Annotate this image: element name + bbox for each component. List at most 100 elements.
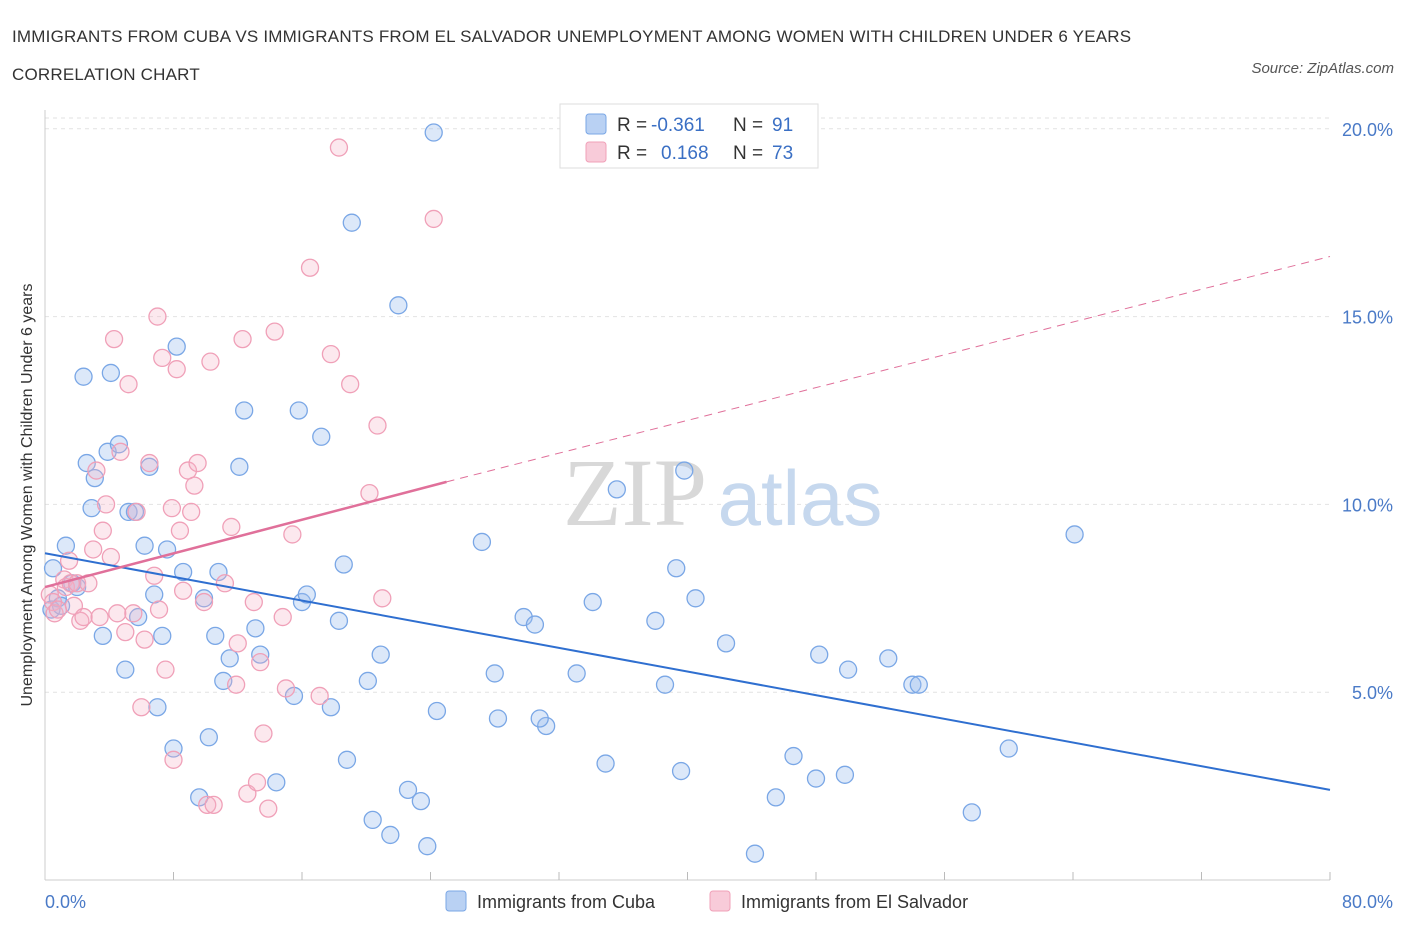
point-salvador bbox=[135, 630, 154, 649]
point-salvador bbox=[127, 502, 146, 522]
point-cuba bbox=[209, 562, 228, 582]
x-tick-label: 80.0% bbox=[1342, 892, 1393, 912]
point-cuba bbox=[903, 675, 922, 694]
point-cuba bbox=[93, 626, 112, 646]
point-salvador bbox=[226, 675, 246, 694]
point-salvador bbox=[164, 750, 183, 769]
point-cuba bbox=[646, 611, 665, 630]
legend-r-label-salvador: R = bbox=[617, 143, 647, 164]
point-salvador bbox=[48, 600, 67, 619]
point-salvador bbox=[90, 607, 109, 627]
point-cuba bbox=[716, 634, 736, 653]
point-salvador bbox=[265, 322, 284, 341]
watermark-atlas: atlas bbox=[718, 454, 883, 542]
point-salvador bbox=[101, 547, 121, 567]
point-salvador bbox=[167, 360, 186, 379]
point-salvador bbox=[153, 348, 172, 368]
legend-swatch-cuba bbox=[585, 113, 607, 135]
point-cuba bbox=[337, 750, 357, 769]
point-salvador bbox=[247, 773, 267, 792]
point-cuba bbox=[398, 780, 418, 800]
point-salvador bbox=[360, 483, 379, 503]
point-salvador bbox=[273, 607, 292, 627]
point-salvador bbox=[93, 521, 112, 540]
point-cuba bbox=[389, 296, 408, 315]
y-tick-label: 10.0% bbox=[1342, 495, 1393, 515]
point-salvador bbox=[104, 329, 124, 349]
point-cuba bbox=[999, 739, 1018, 758]
tick-labels: 5.0% 10.0% 15.0% 20.0% 0.0% 80.0% bbox=[45, 120, 1393, 912]
point-cuba bbox=[766, 788, 785, 807]
point-cuba bbox=[675, 461, 694, 480]
point-salvador bbox=[132, 698, 151, 717]
data-points bbox=[40, 123, 1084, 863]
point-cuba bbox=[381, 825, 400, 845]
point-salvador bbox=[228, 634, 247, 653]
legend-r-label-cuba: R = bbox=[617, 115, 647, 136]
y-tick-label: 15.0% bbox=[1342, 308, 1393, 328]
legend-box: R = -0.361 N = 91 R = 0.168 N = 73 bbox=[559, 103, 819, 169]
point-salvador bbox=[59, 551, 79, 570]
point-cuba bbox=[220, 649, 239, 668]
point-salvador bbox=[222, 517, 241, 537]
point-cuba bbox=[363, 810, 382, 830]
source-credit: Source: ZipAtlas.com bbox=[1251, 60, 1394, 77]
point-cuba bbox=[567, 664, 586, 683]
point-salvador bbox=[74, 607, 93, 627]
point-salvador bbox=[108, 604, 127, 623]
point-cuba bbox=[116, 660, 135, 679]
point-cuba bbox=[488, 709, 508, 728]
trend-line-salvador bbox=[44, 480, 447, 589]
point-cuba bbox=[167, 337, 186, 356]
point-salvador bbox=[201, 352, 220, 371]
point-cuba bbox=[525, 615, 545, 634]
bottom-legend-label-salvador: Immigrants from El Salvador bbox=[741, 892, 968, 912]
point-salvador bbox=[116, 622, 135, 642]
point-cuba bbox=[297, 585, 316, 604]
point-cuba bbox=[56, 536, 76, 555]
point-cuba bbox=[267, 773, 286, 792]
point-cuba bbox=[173, 562, 193, 582]
point-cuba bbox=[583, 592, 602, 612]
point-salvador bbox=[424, 209, 443, 229]
point-cuba bbox=[879, 649, 898, 668]
trend-line-salvador-extension bbox=[446, 256, 1331, 483]
point-cuba bbox=[334, 555, 353, 574]
point-cuba bbox=[784, 746, 803, 766]
point-cuba bbox=[655, 675, 675, 694]
point-salvador bbox=[145, 566, 164, 585]
point-cuba bbox=[289, 401, 308, 420]
point-cuba bbox=[85, 468, 104, 488]
point-cuba bbox=[109, 435, 129, 454]
point-cuba bbox=[358, 671, 378, 691]
point-cuba bbox=[424, 123, 443, 142]
point-cuba bbox=[838, 660, 858, 679]
point-cuba bbox=[82, 498, 101, 518]
watermark: ZIP atlas bbox=[563, 439, 882, 546]
point-cuba bbox=[235, 401, 254, 420]
bottom-legend: Immigrants from Cuba Immigrants from El … bbox=[445, 890, 968, 912]
point-salvador bbox=[182, 502, 201, 522]
point-cuba bbox=[835, 765, 855, 784]
point-cuba bbox=[77, 453, 96, 473]
legend-n-salvador: 73 bbox=[772, 143, 793, 164]
point-cuba bbox=[101, 363, 121, 383]
point-cuba bbox=[329, 611, 349, 630]
point-cuba bbox=[135, 536, 154, 555]
point-cuba bbox=[418, 837, 437, 856]
point-cuba bbox=[153, 626, 172, 646]
point-salvador bbox=[259, 799, 278, 818]
point-salvador bbox=[119, 375, 138, 394]
point-salvador bbox=[185, 476, 204, 495]
point-cuba bbox=[312, 427, 331, 446]
point-cuba bbox=[230, 457, 249, 476]
legend-n-cuba: 91 bbox=[772, 115, 793, 136]
point-salvador bbox=[198, 795, 217, 815]
point-salvador bbox=[124, 604, 143, 623]
point-salvador bbox=[204, 795, 223, 815]
point-salvador bbox=[373, 589, 392, 608]
point-cuba bbox=[199, 728, 218, 747]
point-cuba bbox=[686, 589, 705, 608]
point-salvador bbox=[149, 600, 169, 619]
legend-r-cuba: -0.361 bbox=[651, 115, 705, 136]
